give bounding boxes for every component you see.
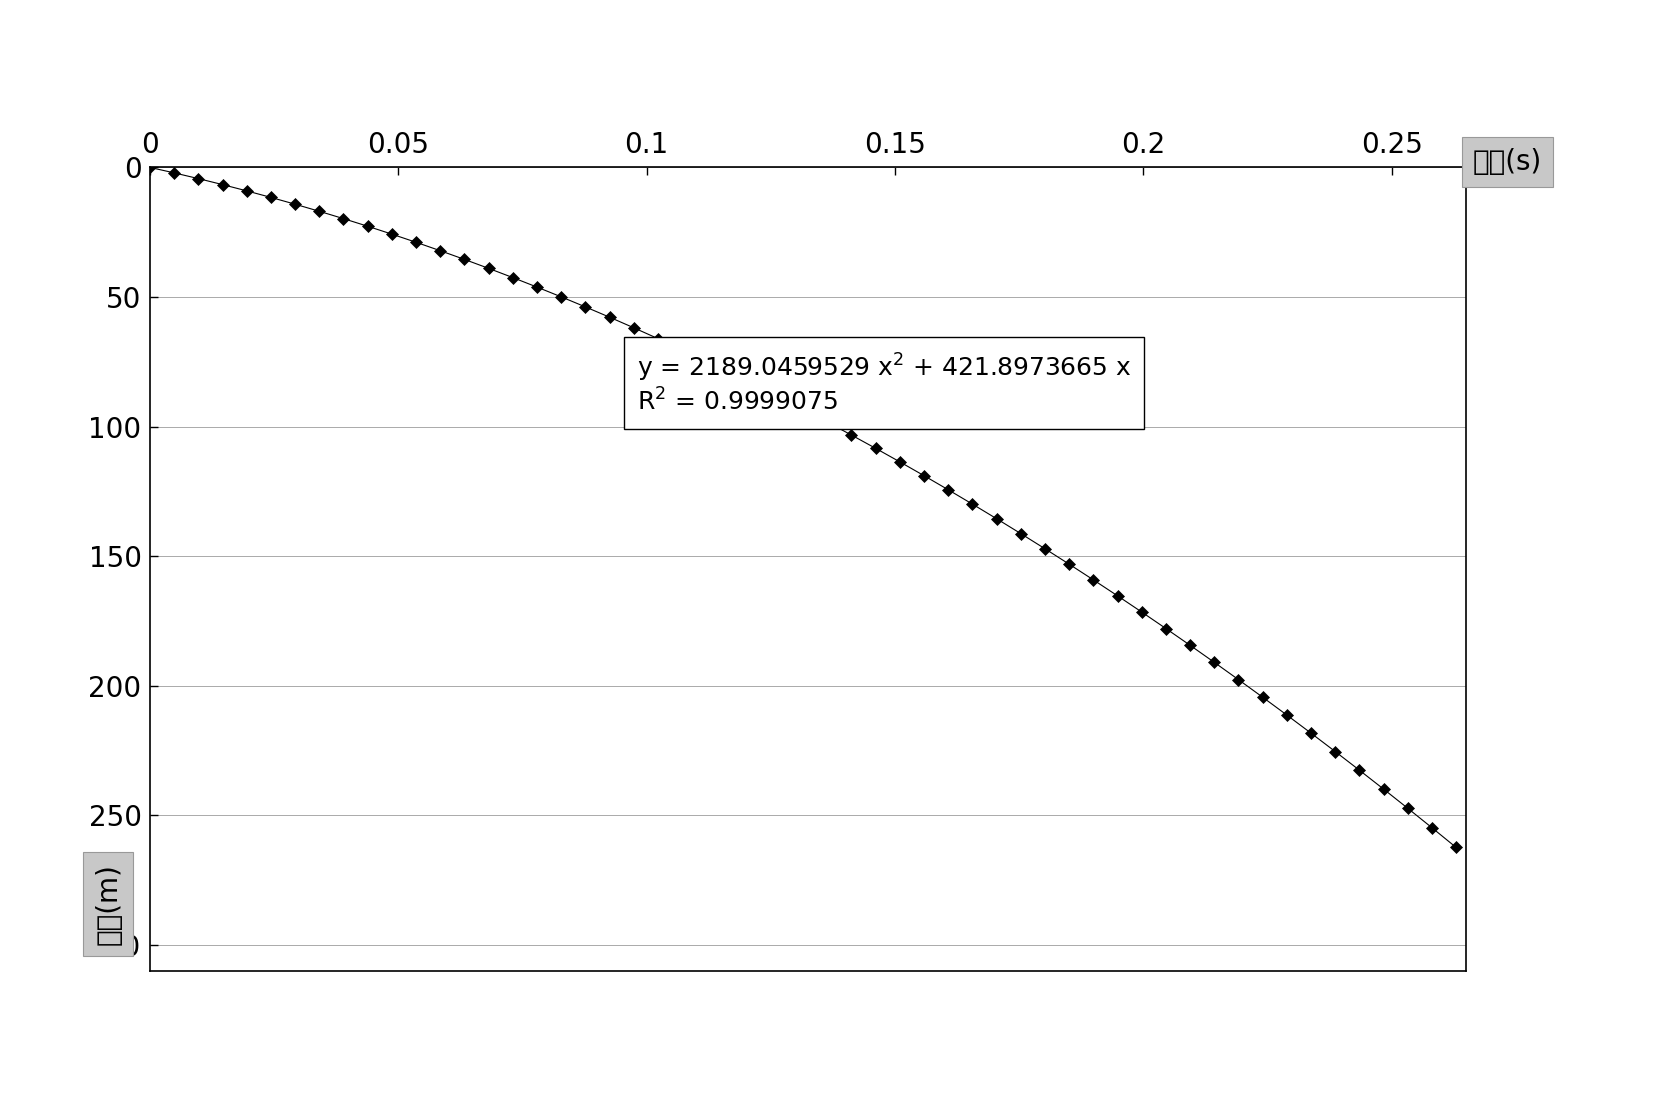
Text: 时间(s): 时间(s) (1473, 147, 1543, 176)
Text: 深度(m): 深度(m) (95, 863, 122, 945)
Text: y = 2189.0459529 $\mathregular{x^2}$ + 421.8973665 x
R$\mathregular{^2}$ = 0.999: y = 2189.0459529 $\mathregular{x^2}$ + 4… (636, 353, 1131, 416)
